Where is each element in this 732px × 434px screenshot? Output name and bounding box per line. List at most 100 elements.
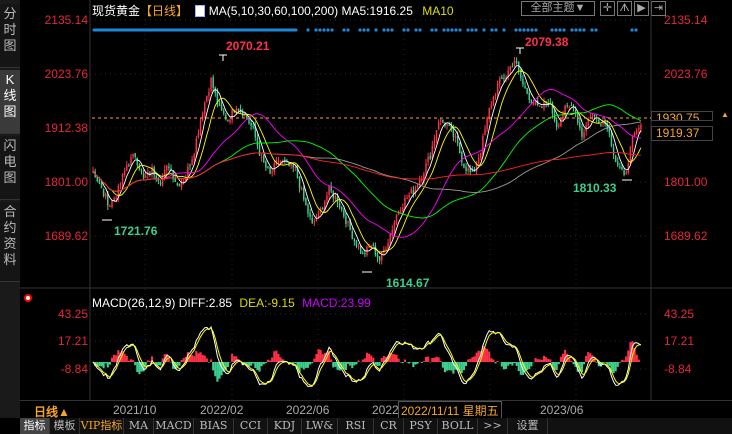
macd-axis-label: -8.84 — [60, 362, 88, 376]
zoom-range-icon[interactable]: ᗑ — [617, 1, 632, 16]
candle-body — [298, 176, 301, 189]
macd-bar — [566, 353, 569, 362]
macd-bar — [401, 362, 404, 364]
candle-body — [572, 105, 575, 109]
macd-bar — [363, 358, 366, 362]
indicator-tab[interactable]: 设置 — [508, 418, 548, 434]
event-marker — [522, 28, 526, 32]
indicator-tab[interactable]: VIP指标 — [80, 418, 124, 434]
candle-body — [343, 210, 345, 217]
event-marker — [534, 28, 538, 32]
expand-arrow-icon[interactable]: ▲ — [721, 110, 729, 119]
candle-body — [222, 110, 225, 114]
sidebar-tab[interactable]: 闪电图 — [0, 136, 20, 200]
candle-body — [119, 184, 122, 186]
macd-bar — [376, 362, 379, 366]
candle-body — [351, 231, 353, 240]
candle-body — [591, 115, 594, 117]
event-marker — [526, 28, 530, 32]
macd-header: MACD(26,12,9) DIFF:2.85 DEA:-9.15 MACD:2… — [92, 296, 371, 310]
macd-bar — [203, 355, 206, 362]
event-marker — [406, 28, 410, 32]
ma60-line — [92, 104, 642, 219]
sidebar-tab[interactable]: 分时图 — [0, 4, 20, 68]
candle-body — [267, 166, 269, 168]
macd-bar — [441, 362, 444, 368]
play-icon[interactable]: ▶ — [634, 1, 649, 16]
macd-bar — [490, 358, 493, 362]
indicator-tab[interactable]: RSI — [338, 418, 374, 434]
indicator-tab[interactable]: MA — [124, 418, 154, 434]
indicator-tab[interactable]: >> — [478, 418, 508, 434]
macd-bar — [534, 358, 537, 362]
dea-line — [92, 327, 641, 387]
event-marker — [318, 28, 322, 32]
macd-bar — [148, 361, 152, 362]
macd-bar — [100, 362, 103, 367]
macd-bar — [247, 362, 251, 367]
macd-bar — [191, 355, 194, 362]
indicator-tab[interactable]: CCI — [234, 418, 268, 434]
macd-bar — [500, 362, 503, 367]
macd-bar — [585, 355, 588, 362]
candle-body — [406, 197, 408, 199]
macd-bar — [431, 358, 434, 362]
macd-bar — [193, 356, 196, 362]
macd-settings-icon[interactable] — [24, 294, 32, 302]
macd-bar — [458, 362, 461, 373]
indicator-tab[interactable]: KDJ — [268, 418, 302, 434]
macd-bar — [435, 356, 438, 362]
candle-body — [174, 177, 176, 182]
macd-bar — [254, 362, 257, 368]
macd-bar — [631, 341, 634, 362]
macd-bar — [132, 360, 135, 362]
indicator-tab[interactable]: 模板 — [50, 418, 80, 434]
crosshair-icon[interactable]: ✛ — [600, 1, 615, 16]
candle-body — [307, 204, 309, 214]
macd-bar — [317, 349, 320, 362]
indicator-tab[interactable]: 指标 — [20, 418, 50, 434]
candle-body — [494, 94, 497, 97]
candle-body — [115, 197, 117, 199]
candle-body — [399, 211, 402, 213]
indicator-tab[interactable]: BIAS — [194, 418, 234, 434]
instrument-name: 现货黄金 — [92, 4, 141, 18]
price-label-left: 2023.76 — [44, 67, 88, 81]
event-marker — [466, 28, 470, 32]
macd-bar — [199, 352, 202, 362]
candle-body — [102, 188, 105, 196]
macd-bar — [180, 359, 183, 362]
macd-bar — [589, 353, 592, 362]
candle-body — [347, 220, 349, 223]
candle-body — [522, 78, 524, 85]
sidebar-tab[interactable]: K线图 — [0, 70, 20, 134]
theme-select[interactable]: 全部主题▼ — [521, 1, 595, 16]
macd-bar — [416, 362, 419, 364]
macd-bar — [113, 354, 116, 362]
candle-body — [391, 229, 394, 234]
macd-bar — [342, 362, 345, 370]
indicator-tab[interactable]: LW& — [302, 418, 338, 434]
candle-body — [338, 203, 341, 208]
indicator-tab[interactable]: MACD — [154, 418, 194, 434]
candle-body — [155, 176, 158, 180]
indicator-tab[interactable]: BOLL — [438, 418, 478, 434]
candle-body — [372, 244, 375, 246]
candle-body — [182, 179, 185, 183]
candle-body — [330, 185, 332, 192]
candle-body — [132, 153, 134, 157]
period-toggle[interactable]: 日线▲ — [34, 405, 70, 419]
macd-bar — [334, 362, 337, 367]
event-marker — [314, 28, 318, 32]
candle-body — [381, 251, 383, 261]
indicator-tab[interactable]: PSY — [404, 418, 438, 434]
period-label[interactable]: 【日线】 — [140, 4, 189, 18]
candle-body — [161, 175, 164, 186]
sidebar-tab[interactable]: 合约资料 — [0, 202, 20, 282]
event-marker — [594, 28, 598, 32]
candle-body — [555, 120, 558, 128]
ma-chart-icon[interactable] — [195, 5, 206, 17]
candle-body — [100, 183, 103, 189]
indicator-tab[interactable]: CR — [374, 418, 404, 434]
